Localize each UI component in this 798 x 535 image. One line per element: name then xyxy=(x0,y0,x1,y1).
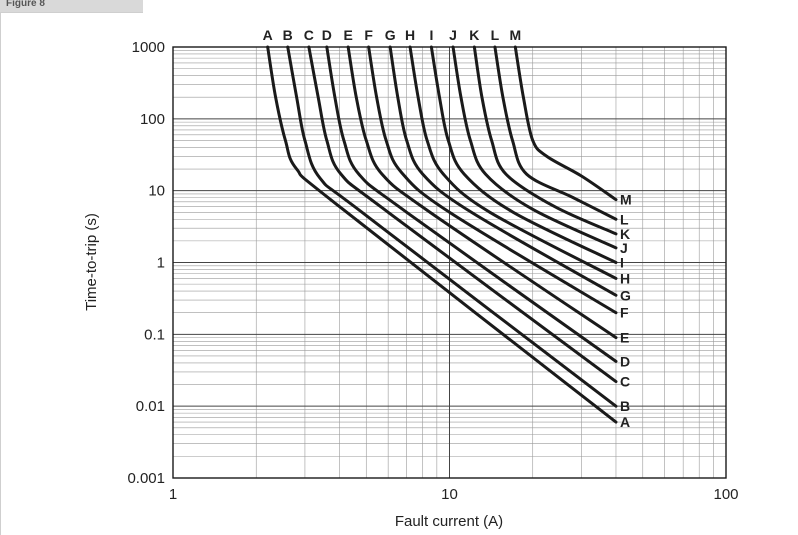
curve-k xyxy=(472,45,618,236)
frame-top-border xyxy=(0,12,143,13)
figure-header-text: Figure 8 xyxy=(6,0,45,9)
x-tick-label: 100 xyxy=(713,486,738,503)
curve-h xyxy=(408,45,618,280)
curve-end-label-c: C xyxy=(620,374,630,390)
curve-j xyxy=(451,45,618,250)
y-tick-label: 1000 xyxy=(132,39,165,56)
x-tick-label: 1 xyxy=(169,486,177,503)
curve-top-label-d: D xyxy=(322,27,332,43)
curve-top-label-m: M xyxy=(509,27,521,43)
curve-end-label-k: K xyxy=(620,226,630,242)
y-tick-label: 1 xyxy=(157,255,165,272)
y-axis-ticks: 1000 100 10 1 0.1 0.01 0.001 xyxy=(127,39,165,487)
frame-left-border xyxy=(0,12,1,535)
curve-top-label-a: A xyxy=(263,27,273,43)
plot-frame xyxy=(172,46,727,479)
curve-top-label-b: B xyxy=(283,27,293,43)
curve-f xyxy=(367,45,618,315)
curve-end-label-d: D xyxy=(620,353,630,369)
y-tick-label: 0.1 xyxy=(144,326,165,343)
curve-m xyxy=(513,45,618,202)
curve-end-label-j: J xyxy=(620,240,628,256)
curve-end-label-i: I xyxy=(620,255,624,271)
curve-d xyxy=(325,45,618,363)
x-tick-label: 10 xyxy=(441,486,458,503)
curve-i xyxy=(429,45,618,264)
curve-top-label-l: L xyxy=(491,27,500,43)
y-tick-label: 0.001 xyxy=(127,470,165,487)
curve-top-label-g: G xyxy=(385,27,396,43)
y-tick-label: 0.01 xyxy=(136,398,165,415)
major-grid xyxy=(173,47,726,478)
curve-top-label-e: E xyxy=(343,27,352,43)
curve-end-label-g: G xyxy=(620,287,631,303)
curve-end-label-l: L xyxy=(620,211,629,227)
curve-a xyxy=(266,45,618,424)
curve-top-label-k: K xyxy=(469,27,479,43)
curve-top-label-j: J xyxy=(449,27,457,43)
curve-top-label-i: I xyxy=(429,27,433,43)
curve-g xyxy=(388,45,618,297)
curve-e xyxy=(346,45,618,340)
curve-top-label-c: C xyxy=(304,27,314,43)
curve-end-label-b: B xyxy=(620,398,630,414)
y-tick-label: 10 xyxy=(148,183,165,200)
trip-curves xyxy=(266,45,618,424)
curve-top-label-f: F xyxy=(364,27,373,43)
figure-header-tab: Figure 8 xyxy=(0,0,143,12)
y-tick-label: 100 xyxy=(140,111,165,128)
curve-end-label-m: M xyxy=(620,192,632,208)
x-axis-ticks: 1 10 100 xyxy=(169,486,739,503)
curve-end-label-f: F xyxy=(620,305,629,321)
curve-end-label-h: H xyxy=(620,270,630,286)
y-axis-title: Time-to-trip (s) xyxy=(83,213,100,311)
curve-end-label-a: A xyxy=(620,414,630,430)
curve-top-label-h: H xyxy=(405,27,415,43)
x-axis-title: Fault current (A) xyxy=(395,513,503,530)
curve-l xyxy=(493,45,618,221)
curve-b xyxy=(286,45,618,408)
curve-c xyxy=(307,45,618,384)
curve-end-label-e: E xyxy=(620,330,629,346)
